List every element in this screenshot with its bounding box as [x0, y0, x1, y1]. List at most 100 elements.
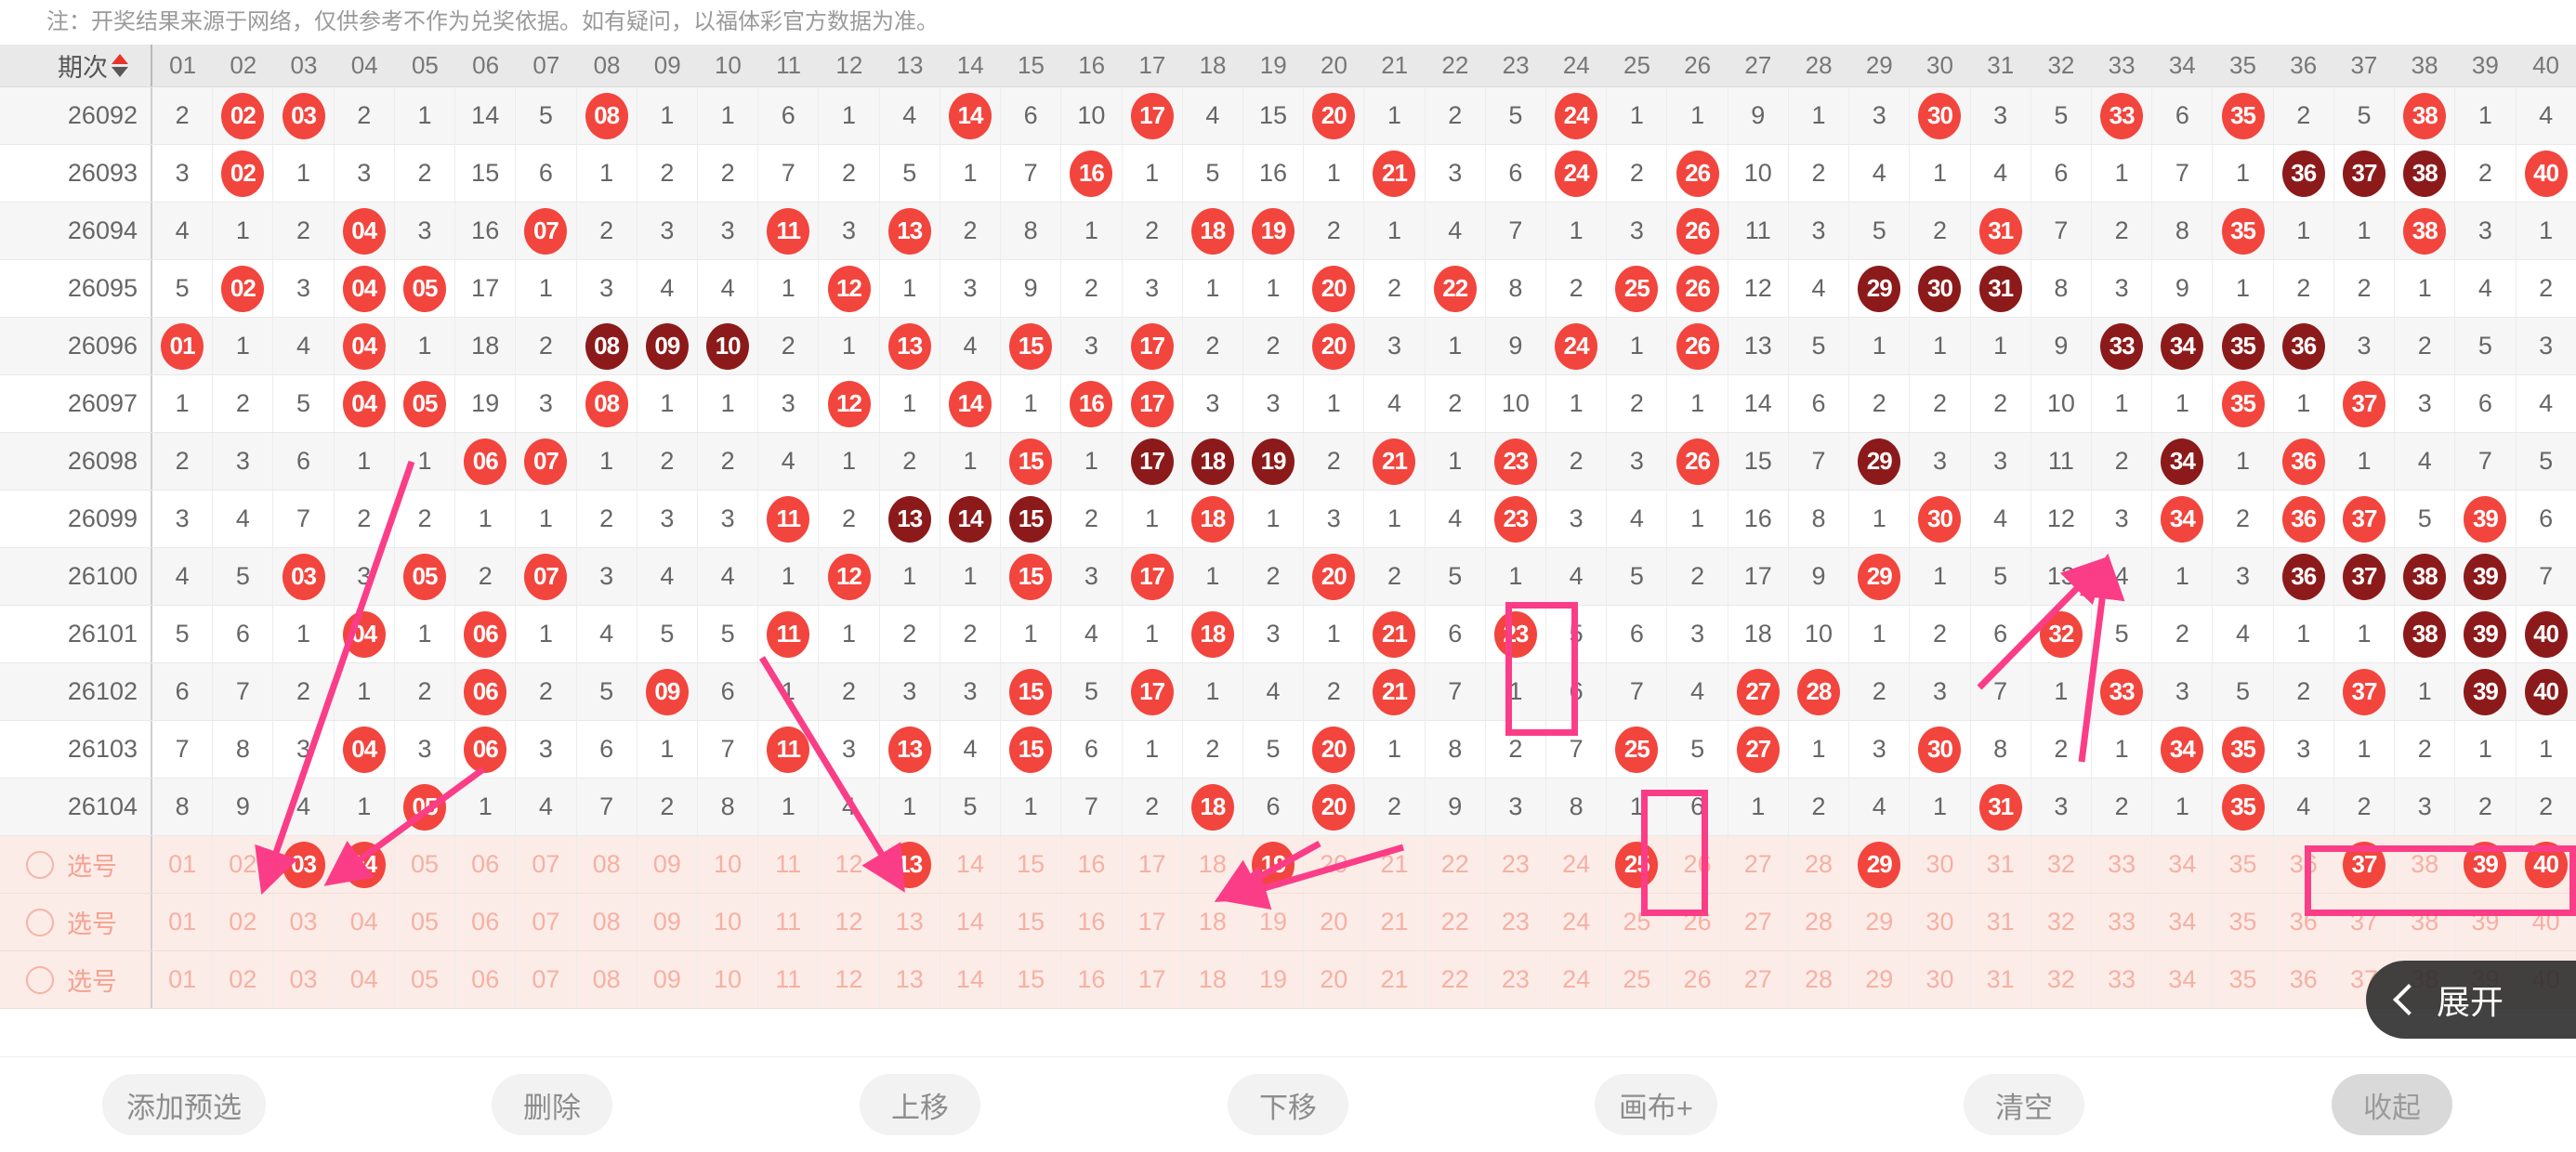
grid-cell[interactable]: 3: [2274, 721, 2334, 778]
grid-cell[interactable]: 10: [698, 318, 759, 374]
grid-cell[interactable]: 5: [2539, 447, 2554, 475]
number-ball[interactable]: 29: [1858, 265, 1901, 312]
grid-cell[interactable]: 03: [273, 951, 335, 1008]
number-ball[interactable]: 20: [1312, 92, 1356, 139]
number-ball[interactable]: 33: [2100, 92, 2144, 139]
grid-cell[interactable]: 40: [2517, 145, 2576, 202]
number-ball[interactable]: 04: [342, 841, 386, 888]
grid-cell[interactable]: 35: [2213, 951, 2274, 1008]
number-ball[interactable]: 35: [2221, 322, 2265, 370]
grid-cell[interactable]: 24: [1546, 318, 1608, 374]
grid-cell[interactable]: 4: [1546, 548, 1608, 605]
grid-cell[interactable]: 4: [1364, 375, 1426, 432]
grid-cell[interactable]: 2: [2539, 792, 2554, 820]
grid-cell[interactable]: 2: [1304, 203, 1365, 259]
grid-cell[interactable]: 7: [2539, 562, 2554, 590]
number-ball[interactable]: 17: [1130, 380, 1174, 427]
grid-cell[interactable]: 05: [411, 51, 439, 79]
grid-cell[interactable]: 2: [395, 145, 456, 202]
number-ball[interactable]: 06: [464, 668, 507, 715]
grid-cell[interactable]: 2: [2152, 606, 2214, 662]
grid-cell[interactable]: 07: [532, 51, 560, 79]
number-ball[interactable]: 06: [464, 726, 507, 773]
table-row[interactable]: 26095 5 02 3 04 05 17 1 3 4 4 1 12 1 3 9 2 3 1 1 20 2 22 8 2 25 26…: [0, 260, 2576, 318]
grid-cell[interactable]: 34: [2152, 318, 2214, 374]
grid-cell[interactable]: 2: [2274, 87, 2334, 144]
grid-cell[interactable]: 1: [1849, 606, 1911, 662]
grid-cell[interactable]: 27: [1728, 721, 1789, 778]
grid-cell[interactable]: 6: [516, 145, 577, 202]
grid-cell[interactable]: 15: [1017, 51, 1045, 79]
grid-cell[interactable]: 05: [395, 779, 456, 835]
grid-cell[interactable]: 31: [1971, 203, 2031, 259]
grid-cell[interactable]: 1: [516, 491, 577, 547]
pick-row[interactable]: 选号 01 02 03 04 05 06 07 08 09 10 11 12 13 14 15 16 17 18 19…: [0, 836, 2576, 894]
grid-cell[interactable]: 18: [455, 318, 517, 374]
grid-cell[interactable]: 09: [637, 318, 698, 374]
grid-cell[interactable]: 1: [1183, 548, 1243, 605]
grid-cell[interactable]: 18: [1183, 779, 1243, 835]
grid-cell[interactable]: 1: [1667, 87, 1728, 144]
grid-cell[interactable]: 20: [1304, 721, 1365, 778]
grid-cell[interactable]: 3: [698, 491, 759, 547]
grid-cell[interactable]: 38: [2395, 548, 2456, 605]
grid-cell[interactable]: 4: [1607, 491, 1668, 547]
grid-cell[interactable]: 10: [1728, 145, 1789, 202]
canvas-add-button[interactable]: 画布+: [1472, 1074, 1840, 1135]
grid-cell[interactable]: 6: [1426, 606, 1486, 662]
grid-cell[interactable]: 4: [698, 548, 759, 605]
grid-cell[interactable]: 23: [1486, 491, 1547, 547]
grid-cell[interactable]: 06: [455, 606, 517, 662]
grid-cell[interactable]: 3: [940, 260, 1002, 317]
grid-cell[interactable]: 37: [2334, 663, 2396, 720]
grid-cell[interactable]: 3: [880, 663, 940, 720]
grid-cell[interactable]: 1: [1123, 721, 1183, 778]
clear-button[interactable]: 清空: [1840, 1074, 2208, 1135]
grid-cell[interactable]: 3: [637, 491, 698, 547]
grid-cell[interactable]: 18: [1183, 894, 1243, 950]
grid-cell[interactable]: 14: [940, 87, 1002, 144]
grid-cell[interactable]: 24: [1546, 951, 1608, 1008]
sort-arrows-icon[interactable]: [112, 54, 128, 77]
number-ball[interactable]: 40: [2524, 150, 2568, 197]
grid-cell[interactable]: 1: [1426, 433, 1486, 490]
grid-cell[interactable]: 7: [1486, 203, 1547, 259]
number-ball[interactable]: 02: [221, 92, 265, 139]
grid-cell[interactable]: 1: [1364, 491, 1426, 547]
grid-cell[interactable]: 25: [1607, 836, 1668, 893]
grid-cell[interactable]: 1: [1546, 203, 1608, 259]
grid-cell[interactable]: 12: [819, 836, 880, 893]
grid-cell[interactable]: 25: [1623, 51, 1650, 79]
grid-cell[interactable]: 35: [2213, 721, 2274, 778]
grid-cell[interactable]: 2: [395, 491, 456, 547]
grid-cell[interactable]: 5: [940, 779, 1002, 835]
grid-cell[interactable]: 1: [637, 87, 698, 144]
grid-cell[interactable]: 19: [1243, 433, 1305, 490]
grid-cell[interactable]: 36: [2274, 894, 2334, 950]
grid-cell[interactable]: 2: [2092, 203, 2153, 259]
grid-cell[interactable]: 02: [213, 87, 274, 144]
grid-cell[interactable]: 6: [273, 433, 335, 490]
grid-cell[interactable]: 04: [335, 721, 395, 778]
grid-cell[interactable]: 07: [516, 548, 577, 605]
grid-cell[interactable]: 2: [2031, 721, 2092, 778]
grid-cell[interactable]: 24: [1562, 51, 1590, 79]
grid-cell[interactable]: 29: [1849, 433, 1911, 490]
number-ball[interactable]: 35: [2221, 380, 2265, 427]
grid-cell[interactable]: 11: [758, 836, 820, 893]
grid-cell[interactable]: 1: [819, 87, 880, 144]
grid-cell[interactable]: 12: [819, 375, 880, 432]
grid-cell[interactable]: 3: [819, 721, 880, 778]
grid-cell[interactable]: 02: [213, 894, 274, 950]
grid-cell[interactable]: 22: [1441, 51, 1469, 79]
grid-cell[interactable]: 1: [1001, 779, 1062, 835]
grid-cell[interactable]: 29: [1849, 548, 1911, 605]
grid-cell[interactable]: 12: [819, 951, 880, 1008]
grid-cell[interactable]: 24: [1546, 145, 1608, 202]
grid-cell[interactable]: 1: [2031, 663, 2092, 720]
grid-cell[interactable]: 2: [2455, 145, 2517, 202]
grid-cell[interactable]: 5: [880, 145, 940, 202]
grid-cell[interactable]: 36: [2274, 548, 2334, 605]
grid-cell[interactable]: 6: [1971, 606, 2031, 662]
grid-cell[interactable]: 25: [1607, 260, 1668, 317]
